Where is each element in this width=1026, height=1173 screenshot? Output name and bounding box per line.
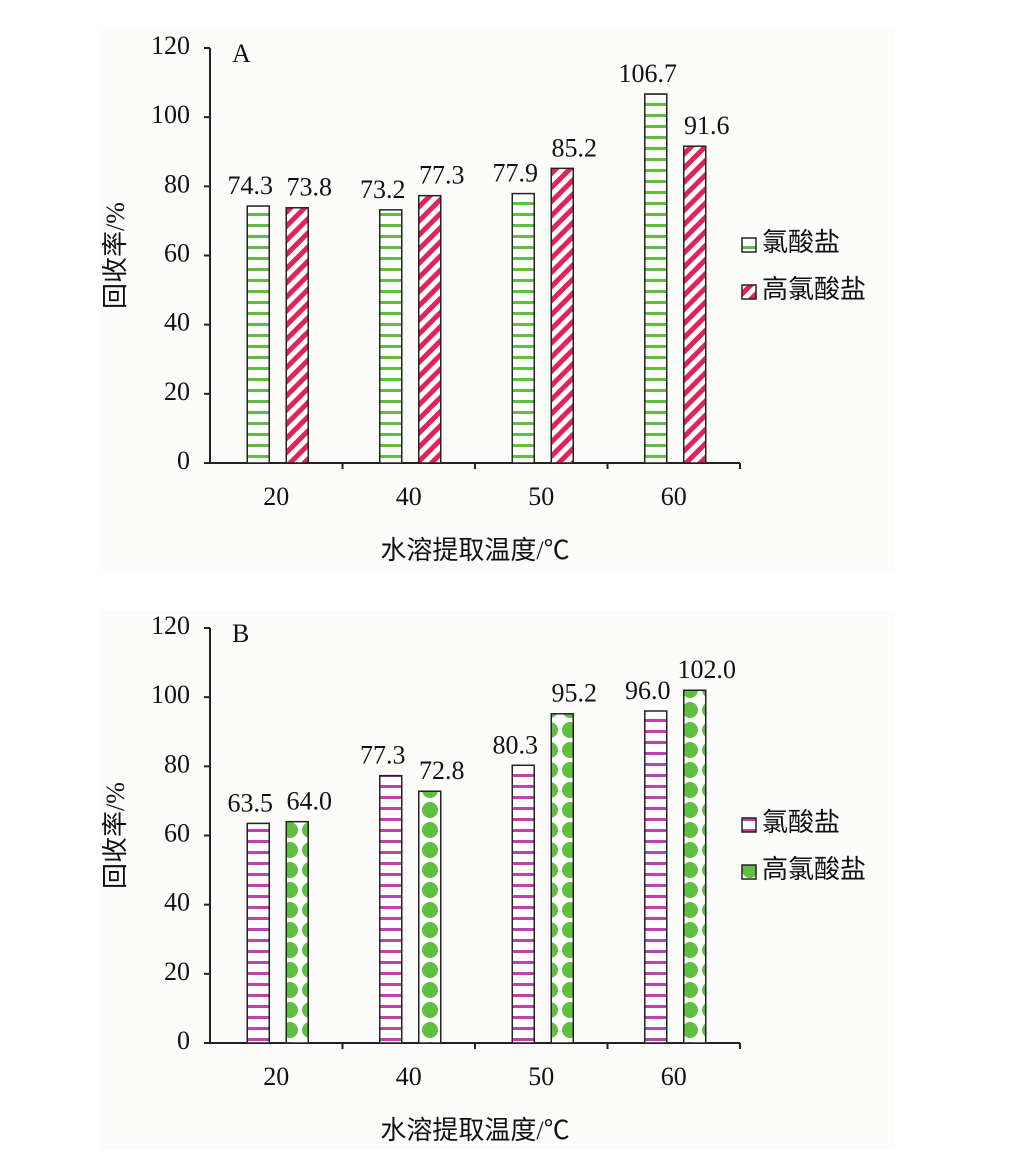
value-label: 63.5 [228,788,274,817]
value-label: 77.3 [419,161,465,190]
x-tick-label: 50 [528,482,554,511]
legend-swatch [741,284,757,300]
value-label: 72.8 [419,756,465,785]
x-tick-label: 50 [528,1062,554,1091]
y-tick-label: 20 [164,377,190,406]
x-tick-label: 20 [263,1062,289,1091]
y-tick-label: 0 [177,446,190,475]
value-label: 102.0 [678,655,737,684]
value-label: 91.6 [684,111,730,140]
value-label: 96.0 [625,676,671,705]
bar [511,764,535,1044]
bar [246,205,270,464]
value-label: 64.0 [287,787,333,816]
legend-label: 氯酸盐 [762,228,840,257]
legend-swatch [741,864,757,880]
y-axis-label: 回收率/% [101,782,130,889]
bar [285,820,309,1044]
panel-background [100,28,895,573]
x-tick-label: 20 [263,482,289,511]
bar [683,145,707,464]
y-tick-label: 40 [164,888,190,917]
value-label: 74.3 [228,171,274,200]
x-tick-label: 40 [396,482,422,511]
x-axis-label: 水溶提取温度/℃ [380,1116,569,1145]
y-tick-label: 120 [151,31,190,60]
y-tick-label: 100 [151,680,190,709]
bar [285,207,309,464]
legend-swatch [741,237,757,253]
y-tick-label: 60 [164,238,190,267]
y-tick-label: 100 [151,100,190,129]
legend-label: 高氯酸盐 [762,855,866,884]
bar [511,192,535,464]
x-tick-label: 40 [396,1062,422,1091]
y-tick-label: 120 [151,611,190,640]
x-tick-label: 60 [661,482,687,511]
bar [418,790,442,1044]
y-tick-label: 80 [164,749,190,778]
panel-label: A [232,39,251,68]
y-tick-label: 20 [164,957,190,986]
value-label: 95.2 [552,679,598,708]
bar [246,822,270,1044]
bar [550,713,574,1044]
legend-label: 高氯酸盐 [762,275,866,304]
value-label: 106.7 [619,59,678,88]
y-tick-label: 40 [164,308,190,337]
legend-swatch [741,817,757,833]
y-tick-label: 0 [177,1026,190,1055]
value-label: 85.2 [552,133,598,162]
bar [418,194,442,464]
x-axis-label: 水溶提取温度/℃ [380,536,569,565]
y-tick-label: 80 [164,169,190,198]
bar [644,93,668,464]
y-tick-label: 60 [164,818,190,847]
x-tick-label: 60 [661,1062,687,1091]
legend-label: 氯酸盐 [762,808,840,837]
value-label: 73.8 [287,173,333,202]
bar [379,209,403,464]
value-label: 77.3 [360,741,406,770]
panel-label: B [232,619,249,648]
value-label: 80.3 [493,730,539,759]
panel-background [100,610,895,1150]
bar [550,167,574,464]
value-label: 77.9 [493,159,539,188]
bar [644,710,668,1044]
value-label: 73.2 [360,175,406,204]
y-axis-label: 回收率/% [101,202,130,309]
bar [379,774,403,1044]
bar [683,689,707,1044]
